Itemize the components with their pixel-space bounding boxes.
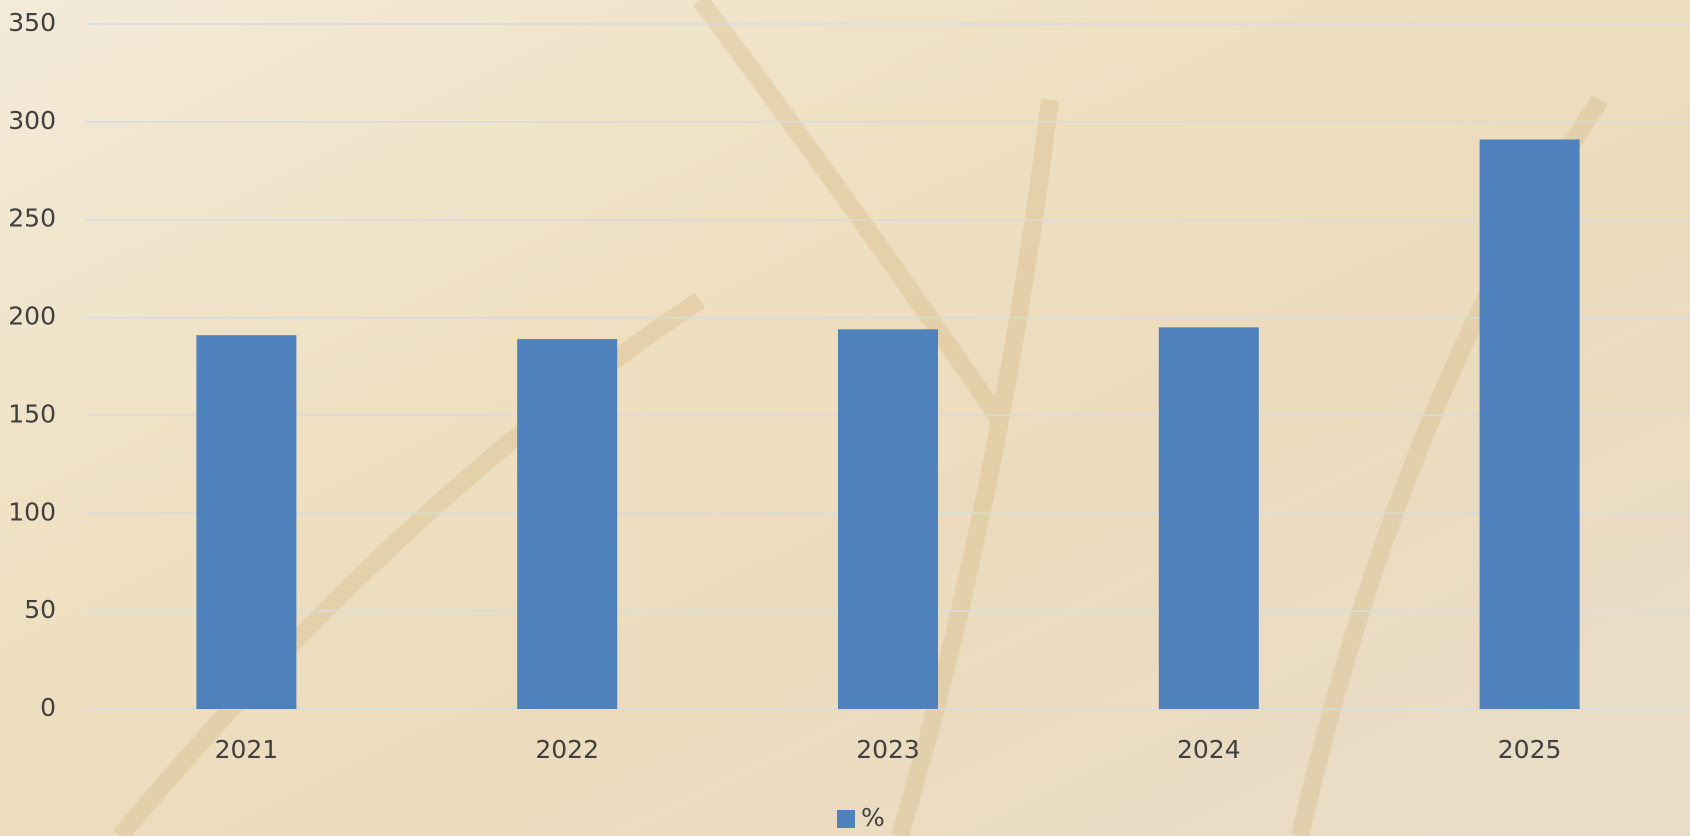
x-tick-label: 2022 [535, 735, 599, 764]
bar [1158, 327, 1259, 709]
y-tick-label: 0 [40, 693, 56, 722]
bar [838, 329, 938, 709]
x-tick-label: 2023 [856, 735, 920, 764]
bar [517, 339, 618, 709]
x-tick-label: 2025 [1498, 735, 1562, 764]
y-tick-label: 350 [8, 8, 56, 37]
y-tick-label: 150 [8, 399, 56, 428]
y-tick-label: 50 [24, 595, 56, 624]
x-tick-label: 2021 [215, 735, 279, 764]
x-tick-label: 2024 [1177, 735, 1241, 764]
y-tick-label: 300 [8, 106, 56, 135]
legend-swatch [837, 810, 855, 828]
y-tick-label: 250 [8, 204, 56, 233]
y-tick-label: 200 [8, 302, 56, 331]
legend-label: % [861, 803, 885, 832]
y-tick-label: 100 [8, 497, 56, 526]
bar [1479, 139, 1580, 709]
bar [196, 335, 297, 709]
